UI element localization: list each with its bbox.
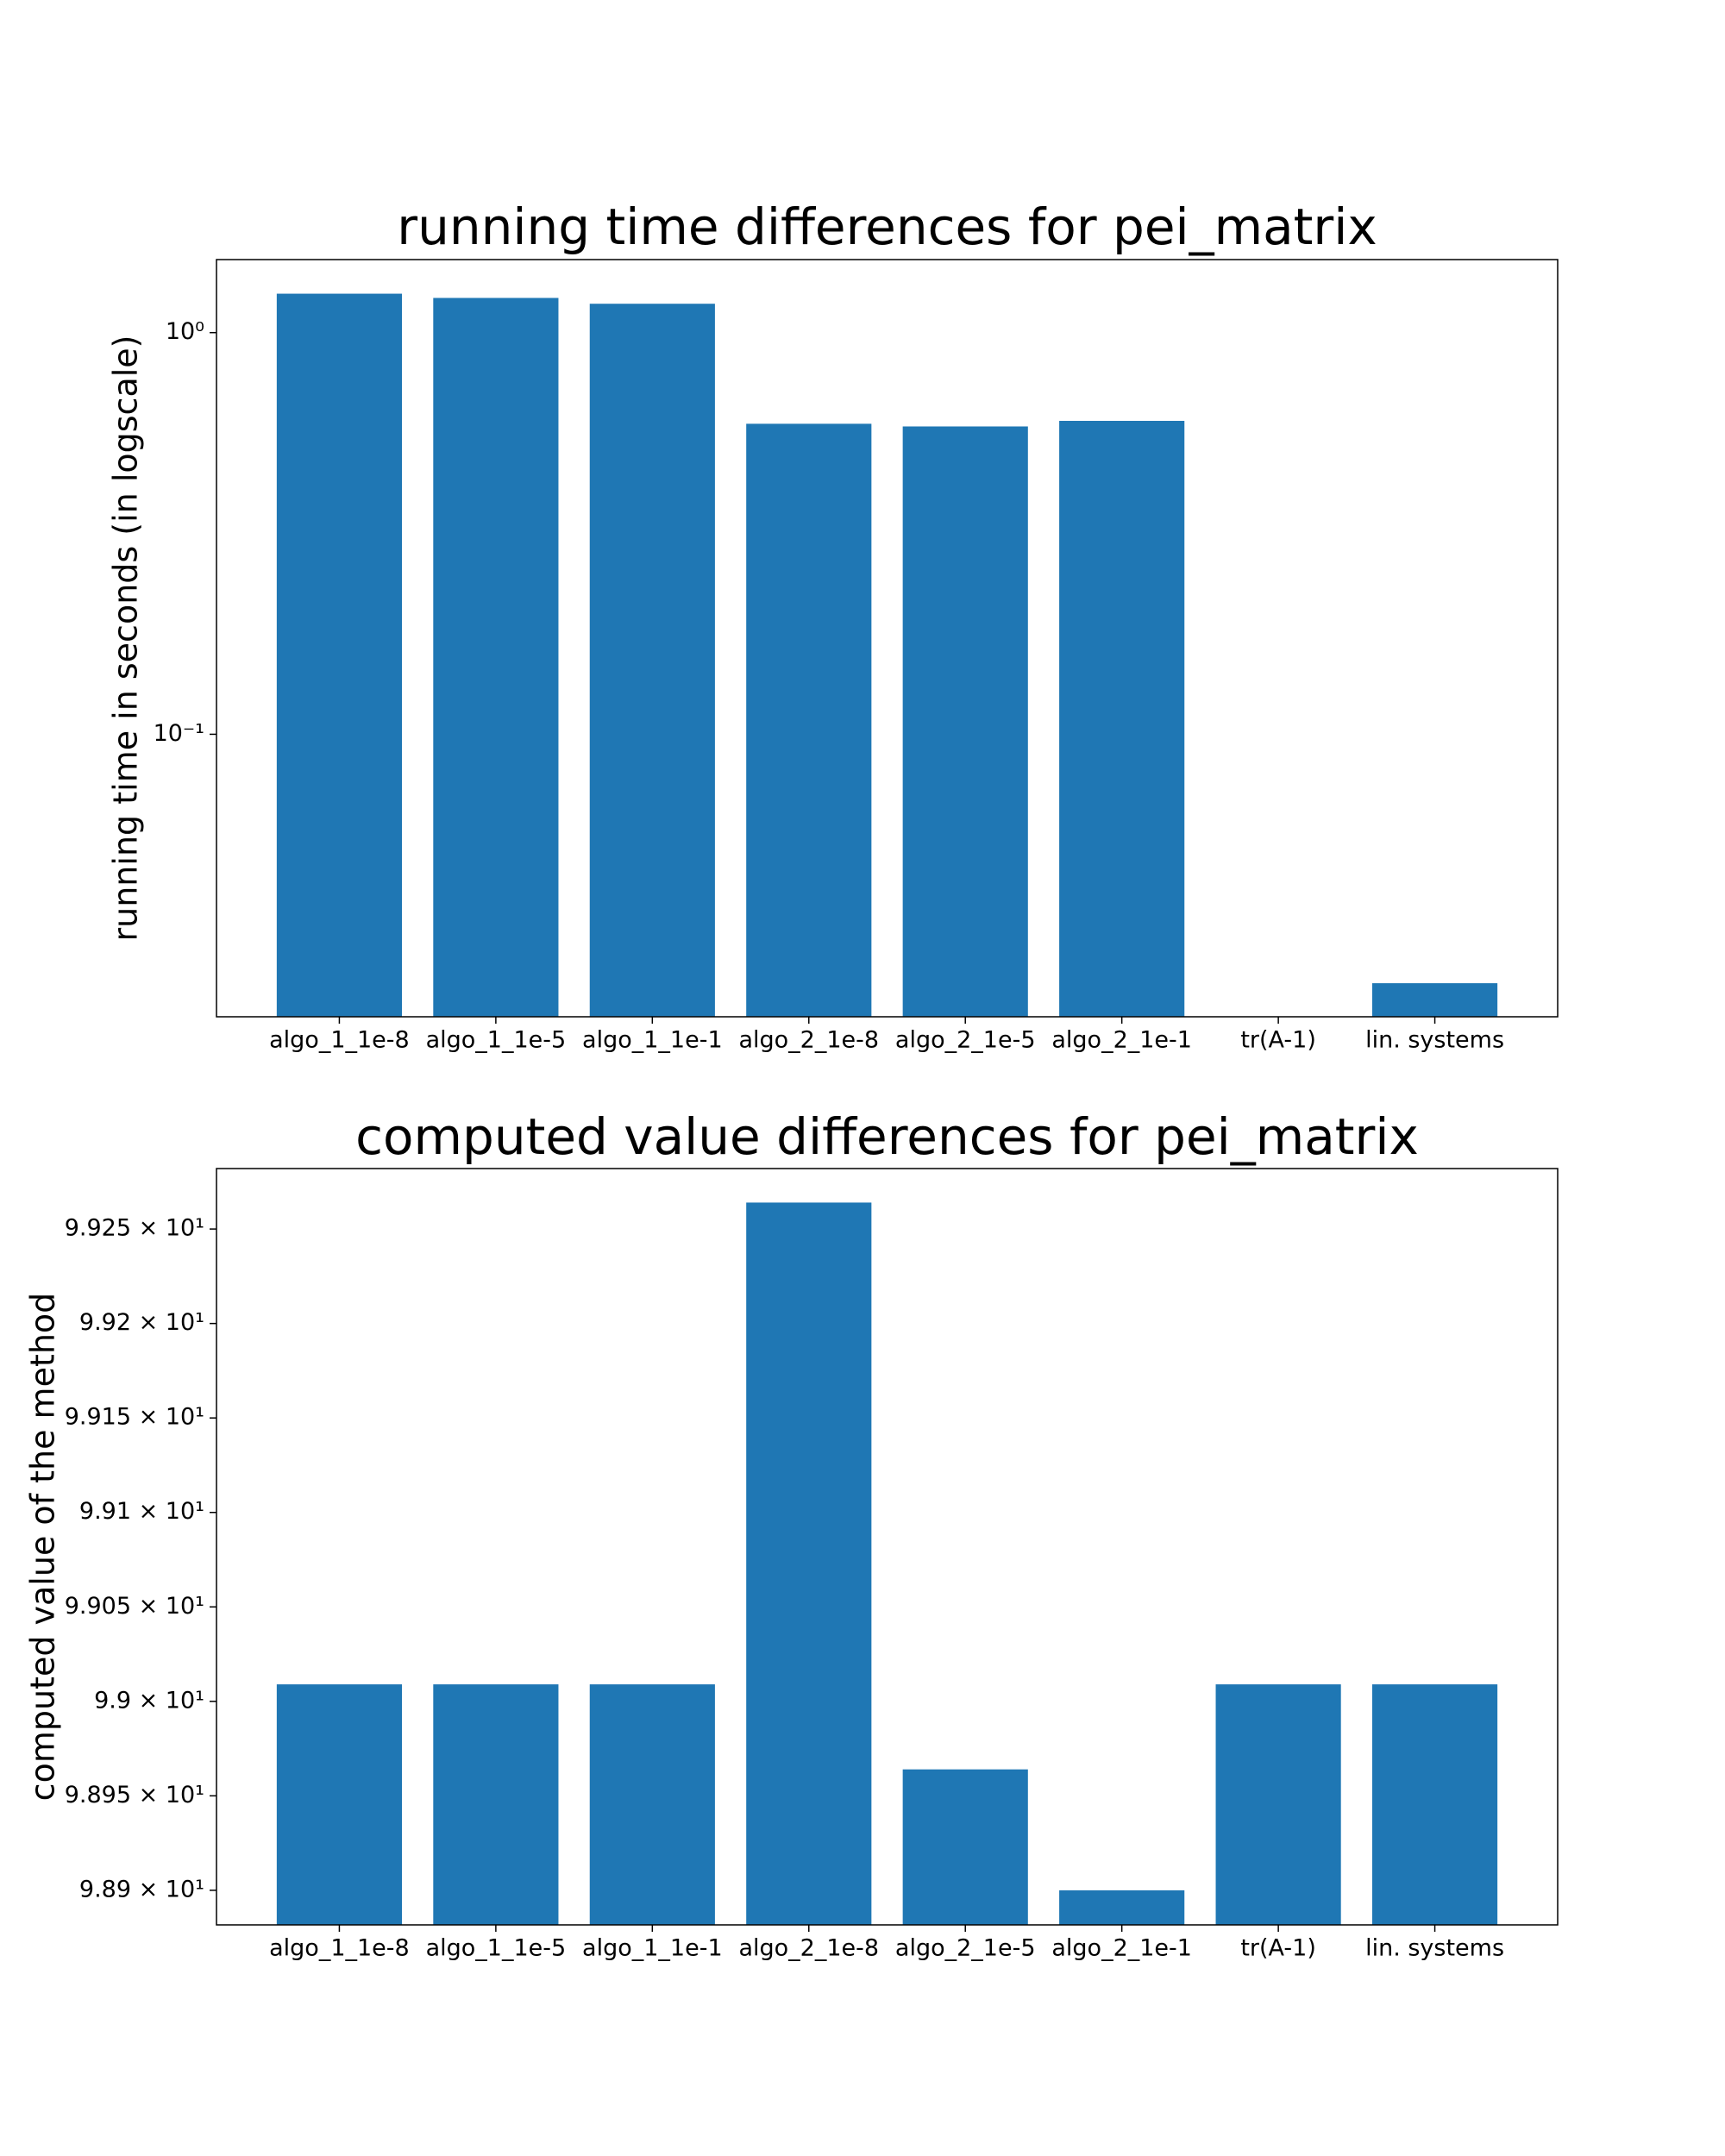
bar: [1215, 1684, 1341, 1925]
x-tick-label: algo_2_1e-5: [895, 1027, 1036, 1054]
y-tick-label: 10⁻¹: [154, 720, 204, 747]
bar: [1059, 421, 1185, 1017]
bar: [1371, 983, 1498, 1017]
y-axis-label: computed value of the method: [24, 1293, 62, 1802]
bar: [433, 298, 559, 1017]
x-tick-label: algo_2_1e-8: [738, 1935, 879, 1962]
x-tick-label: lin. systems: [1365, 1935, 1504, 1962]
x-tick-label: algo_1_1e-1: [582, 1935, 723, 1962]
bar: [746, 423, 872, 1018]
x-tick-label: algo_1_1e-8: [269, 1935, 410, 1962]
y-tick-label: 9.91 × 10¹: [79, 1498, 204, 1525]
x-tick-label: algo_1_1e-8: [269, 1027, 410, 1054]
y-tick-label: 9.905 × 10¹: [65, 1593, 204, 1620]
y-axis-label: running time in seconds (in logscale): [107, 335, 145, 942]
bar: [276, 293, 403, 1017]
y-tick-label: 9.9 × 10¹: [94, 1687, 204, 1714]
bar: [746, 1202, 872, 1925]
x-tick-label: algo_1_1e-1: [582, 1027, 723, 1054]
x-tick-label: algo_2_1e-8: [738, 1027, 879, 1054]
y-tick-label: 9.895 × 10¹: [65, 1782, 204, 1808]
x-tick-label: algo_2_1e-1: [1051, 1935, 1192, 1962]
plot-frame: [216, 259, 1559, 1018]
bar: [589, 1684, 715, 1925]
x-tick-label: tr(A-1): [1240, 1935, 1316, 1962]
bar: [1059, 1890, 1185, 1925]
y-tick-label: 10⁰: [166, 318, 204, 345]
plot-frame: [216, 1168, 1559, 1926]
x-tick-label: algo_2_1e-5: [895, 1935, 1036, 1962]
chart-title: computed value differences for pei_matri…: [355, 1107, 1419, 1166]
bar: [1371, 1684, 1498, 1925]
y-tick-label: 9.925 × 10¹: [65, 1215, 204, 1242]
x-tick-label: lin. systems: [1365, 1027, 1504, 1054]
bar: [276, 1684, 403, 1925]
x-tick-label: algo_1_1e-5: [426, 1935, 567, 1962]
y-tick-label: 9.89 × 10¹: [79, 1876, 204, 1902]
y-tick-label: 9.92 × 10¹: [79, 1309, 204, 1336]
x-tick-label: algo_2_1e-1: [1051, 1027, 1192, 1054]
x-tick-label: algo_1_1e-5: [426, 1027, 567, 1054]
y-tick-label: 9.915 × 10¹: [65, 1404, 204, 1431]
bar: [589, 304, 715, 1017]
bar: [902, 1769, 1028, 1925]
bar: [902, 426, 1028, 1017]
chart-title: running time differences for pei_matrix: [397, 197, 1377, 256]
bar: [433, 1684, 559, 1925]
x-tick-label: tr(A-1): [1240, 1027, 1316, 1054]
